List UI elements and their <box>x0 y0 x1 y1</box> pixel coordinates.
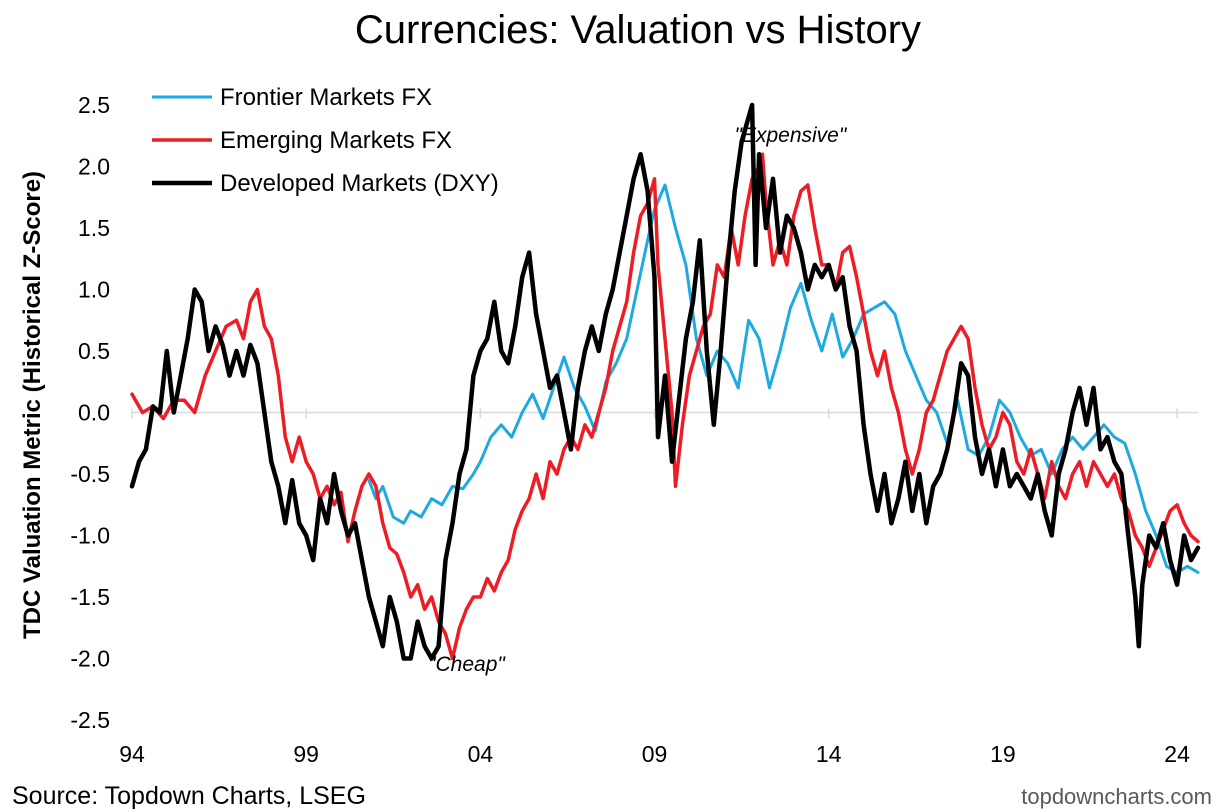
chart-annotation: "Cheap" <box>428 653 506 676</box>
x-tick-label: 94 <box>119 741 145 767</box>
y-tick-label: 1.5 <box>78 215 110 241</box>
series-line-3 <box>129 102 1201 661</box>
y-tick-label: 0.0 <box>78 400 110 426</box>
y-tick-label: -2.0 <box>70 646 110 672</box>
annotations: "Expensive" "Cheap" <box>428 124 848 676</box>
x-tick-label: 09 <box>642 741 668 767</box>
y-tick-label: -0.5 <box>70 461 110 487</box>
legend-label: Emerging Markets FX <box>220 127 452 154</box>
chart-annotation: "Expensive" <box>735 124 848 147</box>
series-line-2 <box>130 152 1200 661</box>
legend: Frontier Markets FX Emerging Markets FX De… <box>152 84 499 197</box>
y-tick-label: 2.5 <box>78 92 110 118</box>
y-tick-label: -1.5 <box>70 584 110 610</box>
y-tick-label: -1.0 <box>70 523 110 549</box>
x-tick-label: 99 <box>293 741 319 767</box>
source-note: Source: Topdown Charts, LSEG <box>12 782 366 810</box>
x-tick-label: 04 <box>468 741 494 767</box>
series-line-1 <box>367 183 1200 574</box>
y-tick-label: -2.5 <box>70 707 110 733</box>
x-axis-ticks: 94 99 04 09 14 19 24 <box>119 408 1190 767</box>
x-tick-label: 24 <box>1164 741 1190 767</box>
x-tick-label: 14 <box>816 741 842 767</box>
y-axis-label: TDC Valuation Metric (Historical Z-Score… <box>19 171 46 639</box>
legend-label: Frontier Markets FX <box>220 84 432 111</box>
y-tick-label: 2.0 <box>78 154 110 180</box>
chart-title: Currencies: Valuation vs History <box>355 8 921 52</box>
website-credit: topdowncharts.com <box>1021 784 1212 809</box>
x-tick-label: 19 <box>990 741 1016 767</box>
legend-label: Developed Markets (DXY) <box>220 170 499 197</box>
y-tick-label: 1.0 <box>78 277 110 303</box>
series-layer <box>129 102 1201 661</box>
y-axis-ticks: 2.5 2.0 1.5 1.0 0.5 0.0 -0.5 -1.0 -1.5 -2.0 -2.5 <box>70 92 110 733</box>
y-tick-label: 0.5 <box>78 338 110 364</box>
